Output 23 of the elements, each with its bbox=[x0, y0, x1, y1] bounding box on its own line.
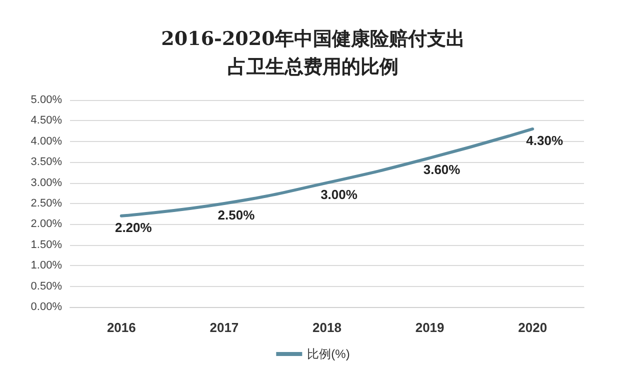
y-tick-label: 4.00% bbox=[30, 135, 62, 148]
data-label: 4.30% bbox=[526, 132, 564, 148]
y-tick-label: 1.50% bbox=[30, 238, 62, 251]
x-tick-label: 2017 bbox=[210, 320, 239, 335]
data-label: 2.20% bbox=[114, 220, 152, 235]
x-tick-label: 2020 bbox=[518, 320, 548, 335]
chart-title: 2016-2020年中国健康险赔付支出占卫生总费用的比例 bbox=[161, 28, 465, 78]
x-tick-label: 2018 bbox=[312, 320, 342, 335]
y-tick-label: 4.50% bbox=[30, 114, 62, 127]
x-tick-label: 2019 bbox=[415, 320, 444, 335]
y-tick-label: 0.50% bbox=[30, 280, 62, 292]
data-label: 3.00% bbox=[320, 186, 358, 202]
data-label: 2.50% bbox=[218, 208, 256, 222]
y-tick-label: 1.00% bbox=[30, 260, 62, 272]
data-label: 3.60% bbox=[423, 162, 461, 177]
y-tick-label: 2.50% bbox=[30, 198, 62, 210]
legend-label: 比例(%) bbox=[307, 347, 350, 361]
y-tick-label: 3.00% bbox=[30, 176, 62, 189]
y-tick-label: 0.00% bbox=[30, 301, 62, 313]
y-tick-label: 2.00% bbox=[30, 218, 62, 230]
x-tick-label: 2016 bbox=[106, 320, 136, 335]
y-tick-label: 5.00% bbox=[30, 94, 62, 106]
y-tick-label: 3.50% bbox=[30, 156, 62, 168]
